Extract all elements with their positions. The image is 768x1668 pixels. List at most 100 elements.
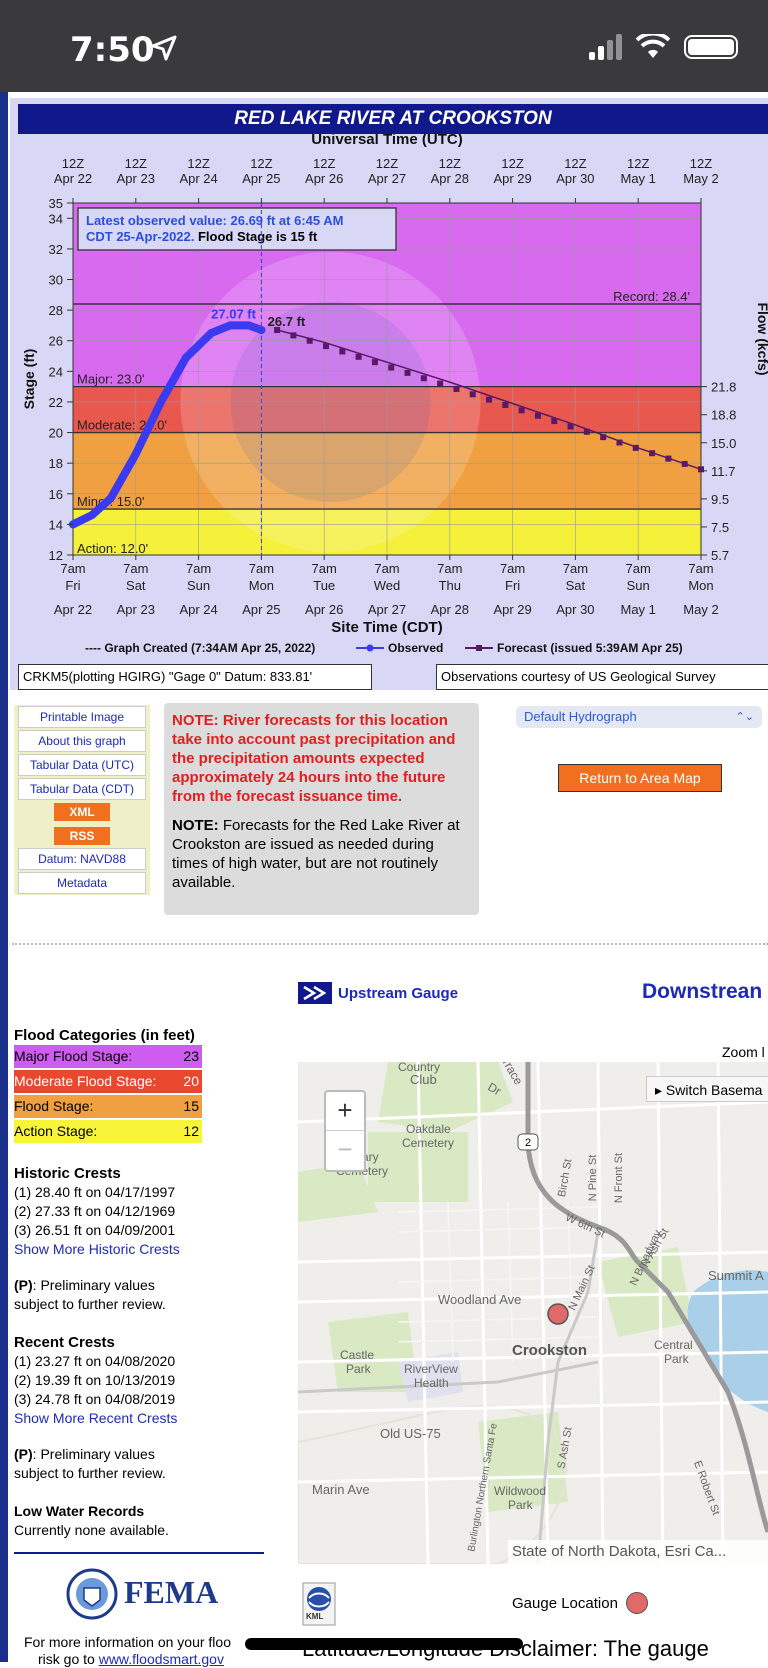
cdt-tick-date: Apr 29 — [493, 602, 531, 617]
map-label: Summit A — [708, 1268, 764, 1283]
observed-point — [226, 321, 234, 330]
flood-category-value: 15 — [183, 1098, 199, 1114]
area-map[interactable]: 2 Country Club Oakdale Cemetery Calvary … — [298, 1062, 768, 1564]
forecast-point — [486, 396, 493, 403]
recent-crest-1: (1) 23.27 ft on 04/08/2020 — [14, 1353, 176, 1369]
forecast-point — [339, 348, 346, 355]
utc-tick-hour: 12Z — [187, 156, 209, 171]
flow-tick-label: 7.5 — [711, 520, 729, 535]
map-label: Park — [508, 1498, 533, 1512]
forecast-point — [698, 466, 704, 473]
flow-tick-label: 9.5 — [711, 492, 729, 507]
upstream-label: Upstream Gauge — [338, 984, 459, 1002]
flow-tick-label: 21.8 — [711, 380, 736, 395]
hydrograph-type-select[interactable]: Default Hydrograph ⌃⌄ — [516, 706, 762, 728]
cdt-tick-date: Apr 22 — [54, 602, 92, 617]
map-label: Birch St — [556, 1157, 575, 1199]
gauge-location-marker[interactable] — [547, 1303, 569, 1325]
peak-observed-label: 27.07 ft — [211, 306, 256, 321]
y-tick-label: 24 — [49, 364, 63, 379]
y-tick-label: 14 — [49, 517, 63, 532]
forecast-point — [355, 353, 362, 360]
observed-point — [182, 353, 191, 362]
downstream-gauge-link[interactable]: Downstrean — [642, 980, 763, 1003]
prelim-note-1: (P): Preliminary values — [14, 1276, 155, 1295]
cdt-tick-date: May 1 — [620, 602, 655, 617]
map-label: Park — [346, 1362, 371, 1376]
prelim-note-1b: subject to further review. — [14, 1296, 166, 1312]
map-label: S Ash St — [555, 1426, 575, 1470]
kml-icon[interactable] — [302, 1582, 336, 1626]
utc-tick-date: Apr 27 — [368, 171, 406, 186]
utc-tick-hour: 12Z — [62, 156, 84, 171]
utc-tick-date: Apr 28 — [431, 171, 469, 186]
forecast-note-2: NOTE: Forecasts for the Red Lake River a… — [172, 816, 471, 892]
cdt-tick-date: Apr 23 — [117, 602, 155, 617]
more-recent-crests-link[interactable]: Show More Recent Crests — [14, 1410, 178, 1426]
map-attribution: State of North Dakota, Esri Ca... — [508, 1540, 768, 1564]
upstream-gauge-link[interactable]: Upstream Gauge — [298, 982, 458, 1004]
forecast-notes: NOTE: River forecasts for this location … — [164, 703, 479, 915]
floodsmart-link[interactable]: www.floodsmart.gov — [98, 1651, 224, 1667]
utc-tick-date: Apr 25 — [242, 171, 280, 186]
flood-category-row: Flood Stage: 15 — [14, 1095, 202, 1118]
flood-category-value: 23 — [183, 1048, 199, 1064]
prelim-line1: : Preliminary values — [32, 1277, 155, 1293]
kml-label: KML — [306, 1612, 324, 1621]
y-tick-label: 35 — [49, 196, 63, 211]
status-bar: 7:50 — [0, 0, 768, 92]
gauge-location-dot-icon — [625, 1592, 648, 1614]
datum-link[interactable]: Datum: NAVD88 — [18, 848, 146, 870]
forecast-point — [453, 385, 460, 392]
flood-category-row: Action Stage: 12 — [14, 1120, 202, 1143]
cdt-tick-hour: 7am — [500, 561, 525, 576]
printable-image-link[interactable]: Printable Image — [18, 706, 146, 728]
low-water-title: Low Water Records — [14, 1503, 145, 1519]
y-tick-label: 12 — [49, 548, 63, 563]
xml-button[interactable]: XML — [54, 803, 110, 821]
zoom-in-button[interactable]: + — [326, 1092, 364, 1131]
metadata-link[interactable]: Metadata — [18, 872, 146, 894]
cdt-tick-day: Thu — [439, 578, 461, 593]
forecast-point — [290, 332, 297, 339]
cdt-tick-day: Wed — [374, 578, 401, 593]
forecast-point — [600, 434, 607, 441]
map-label: Health — [414, 1376, 449, 1390]
forecast-point — [649, 450, 656, 457]
tabular-cdt-link[interactable]: Tabular Data (CDT) — [18, 778, 146, 800]
utc-tick-date: Apr 24 — [179, 171, 217, 186]
forecast-point — [665, 455, 672, 462]
return-to-map-button[interactable]: Return to Area Map — [558, 764, 722, 792]
about-graph-link[interactable]: About this graph — [18, 730, 146, 752]
status-time: 7:50 — [70, 30, 155, 70]
utc-tick-date: May 1 — [620, 171, 655, 186]
map-label: Central — [654, 1338, 693, 1352]
flood-category-label: Action Stage: — [14, 1123, 98, 1139]
switch-basemap-button[interactable]: ▸ Switch Basema — [646, 1076, 768, 1102]
home-indicator[interactable] — [245, 1638, 523, 1650]
rss-button[interactable]: RSS — [54, 827, 110, 845]
map-label: RiverView — [404, 1362, 458, 1376]
record-label: Record: 28.4' — [613, 289, 690, 304]
map-canvas: 2 — [298, 1062, 768, 1564]
cdt-tick-date: Apr 26 — [305, 602, 343, 617]
cdt-tick-hour: 7am — [626, 561, 651, 576]
latest-observed-line2: CDT 25-Apr-2022. Flood Stage is 15 ft — [86, 229, 318, 244]
forecast-point — [567, 423, 574, 430]
upstream-arrow-icon — [298, 982, 332, 1004]
more-historic-crests-link[interactable]: Show More Historic Crests — [14, 1241, 180, 1257]
cdt-tick-hour: 7am — [312, 561, 337, 576]
map-label: N Main St — [566, 1263, 598, 1313]
cdt-tick-date: Apr 25 — [242, 602, 280, 617]
forecast-series-line — [276, 329, 702, 471]
y-tick-label: 16 — [49, 487, 63, 502]
fema-logo: FEMA — [124, 1574, 219, 1610]
zoom-out-button[interactable]: − — [337, 1134, 353, 1164]
map-label: errace — [496, 1062, 526, 1088]
forecast-point — [632, 444, 639, 451]
forecast-point — [551, 418, 558, 425]
observed-point — [207, 329, 216, 338]
latest-observed-line1: Latest observed value: 26.69 ft at 6:45 … — [86, 213, 343, 228]
legend-graph-created: ---- Graph Created (7:34AM Apr 25, 2022) — [85, 641, 315, 655]
tabular-utc-link[interactable]: Tabular Data (UTC) — [18, 754, 146, 776]
